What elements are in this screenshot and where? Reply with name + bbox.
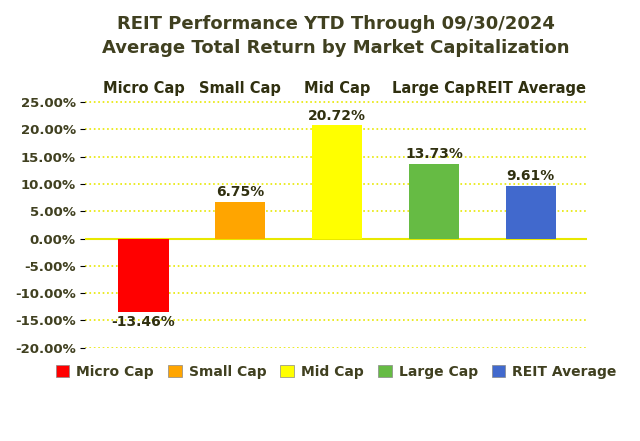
Text: -13.46%: -13.46% bbox=[111, 315, 175, 329]
Text: 20.72%: 20.72% bbox=[308, 109, 366, 123]
Bar bbox=[506, 186, 556, 239]
Bar bbox=[409, 164, 459, 239]
Text: Micro Cap: Micro Cap bbox=[102, 81, 184, 96]
Text: Mid Cap: Mid Cap bbox=[304, 81, 371, 96]
Title: REIT Performance YTD Through 09/30/2024
Average Total Return by Market Capitaliz: REIT Performance YTD Through 09/30/2024 … bbox=[102, 15, 570, 56]
Bar bbox=[312, 126, 362, 239]
Text: 6.75%: 6.75% bbox=[216, 185, 264, 199]
Text: 9.61%: 9.61% bbox=[507, 169, 555, 183]
Text: REIT Average: REIT Average bbox=[476, 81, 586, 96]
Text: Small Cap: Small Cap bbox=[200, 81, 281, 96]
Bar bbox=[118, 239, 169, 312]
Text: 13.73%: 13.73% bbox=[405, 147, 463, 161]
Text: Large Cap: Large Cap bbox=[392, 81, 476, 96]
Bar bbox=[215, 202, 266, 239]
Legend: Micro Cap, Small Cap, Mid Cap, Large Cap, REIT Average: Micro Cap, Small Cap, Mid Cap, Large Cap… bbox=[50, 359, 622, 385]
